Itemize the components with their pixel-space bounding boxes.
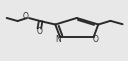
Text: O: O (22, 12, 28, 21)
Text: N: N (56, 35, 61, 44)
Text: O: O (93, 35, 99, 44)
Text: O: O (36, 27, 42, 36)
